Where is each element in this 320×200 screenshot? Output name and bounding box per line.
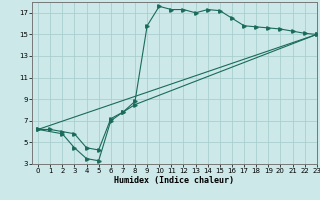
X-axis label: Humidex (Indice chaleur): Humidex (Indice chaleur) [115,176,234,185]
